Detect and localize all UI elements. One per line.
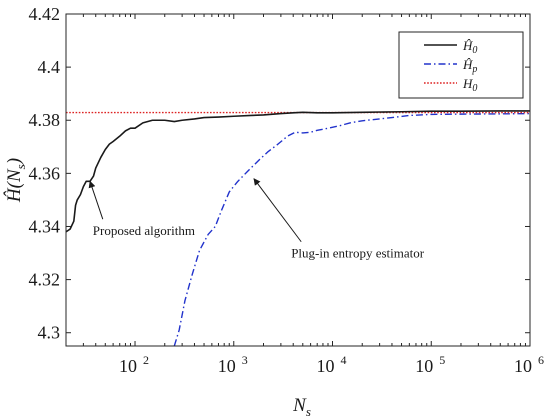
series-line-0 — [66, 110, 530, 233]
annotation-label: Plug-in entropy estimator — [291, 246, 425, 261]
x-axis-title: Ns — [292, 395, 311, 417]
x-tick-exponent: 3 — [242, 353, 248, 367]
x-tick-label: 10 — [119, 356, 137, 376]
x-tick-label: 10 — [218, 356, 236, 376]
y-tick-label: 4.34 — [29, 216, 61, 236]
series-layer — [66, 110, 530, 346]
x-tick-exponent: 4 — [341, 353, 347, 367]
y-tick-label: 4.38 — [29, 110, 61, 130]
y-tick-label: 4.42 — [29, 4, 61, 24]
plot-frame — [65, 13, 531, 347]
x-tick-label: 10 — [317, 356, 335, 376]
y-tick-label: 4.36 — [29, 163, 61, 183]
x-axis-ticks: 10 2 10 3 10 4 10 5 10 6 — [65, 14, 544, 376]
legend-box — [398, 31, 524, 99]
annotation-label: Proposed algorithm — [93, 223, 195, 238]
legend-label: Ĥp — [462, 57, 477, 75]
y-tick-label: 4.3 — [38, 323, 61, 343]
x-tick-exponent: 6 — [538, 353, 544, 367]
annotations: Proposed algorithm Plug-in entropy estima… — [88, 178, 425, 261]
y-tick-label: 4.32 — [29, 270, 61, 290]
annotation-arrow — [253, 178, 302, 243]
x-tick-exponent: 5 — [439, 353, 445, 367]
x-tick-label: 10 — [415, 356, 433, 376]
legend-label: Ĥ0 — [462, 38, 477, 56]
y-axis-title: Ĥ(Ns) — [3, 158, 28, 203]
y-axis-ticks: 4.3 4.32 4.34 4.36 4.38 4.4 4.42 — [29, 4, 530, 343]
series-line-1 — [173, 112, 530, 346]
annotation-arrow — [88, 180, 104, 220]
y-tick-label: 4.4 — [38, 57, 61, 77]
legend-label: H0 — [462, 76, 477, 94]
x-tick-label: 10 — [514, 356, 532, 376]
x-tick-exponent: 2 — [143, 353, 149, 367]
